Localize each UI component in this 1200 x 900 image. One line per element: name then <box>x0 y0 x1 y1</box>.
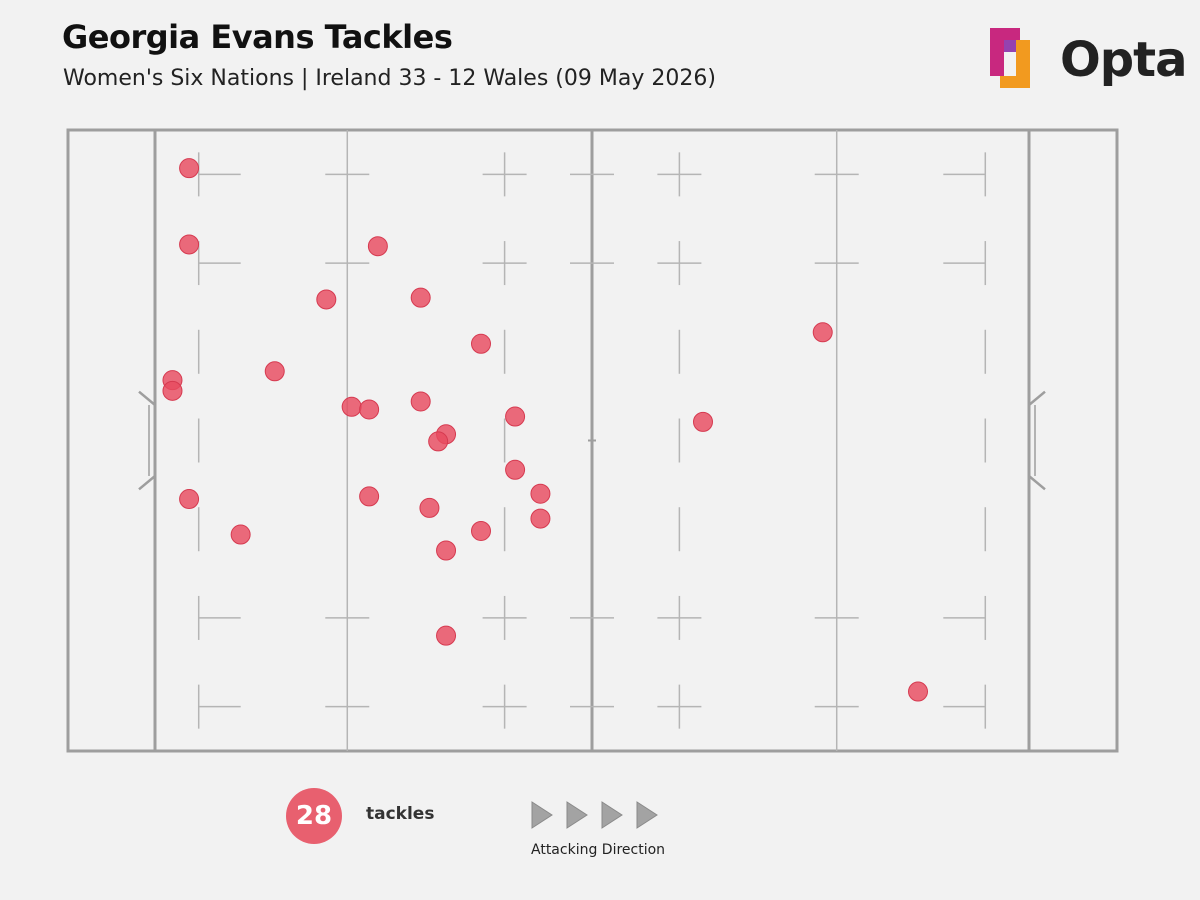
tackle-point <box>505 406 526 427</box>
tackle-point <box>162 380 183 401</box>
tackle-point <box>359 399 380 420</box>
tackle-point <box>530 508 551 529</box>
pitch-line <box>1028 475 1046 491</box>
chart-title: Georgia Evans Tackles <box>62 18 453 56</box>
tackle-point <box>428 431 449 452</box>
attacking-direction-arrows <box>531 801 658 829</box>
tackle-point <box>316 289 337 310</box>
tackle-point <box>471 333 492 354</box>
tackle-point <box>341 396 362 417</box>
tackle-point <box>367 236 388 257</box>
pitch-lines <box>66 128 1119 753</box>
tackle-point <box>264 361 285 382</box>
chart-subtitle: Women's Six Nations | Ireland 33 - 12 Wa… <box>63 66 716 91</box>
arrow-icon <box>636 801 658 829</box>
pitch-line <box>138 475 156 491</box>
tackle-point <box>179 158 200 179</box>
tackle-count-label: tackles <box>366 804 435 824</box>
tackle-point <box>692 411 713 432</box>
tackle-count-badge: 28 <box>286 788 342 844</box>
tackle-point <box>230 524 251 545</box>
tackle-point <box>410 287 431 308</box>
tackle-point <box>179 234 200 255</box>
tackle-point <box>410 391 431 412</box>
tackle-point <box>908 681 929 702</box>
opta-logo-icon <box>990 28 1030 88</box>
tackle-point <box>359 486 380 507</box>
pitch-line <box>1028 390 1046 406</box>
tackle-points <box>162 158 929 702</box>
pitch-line <box>138 390 156 406</box>
tackle-point <box>471 520 492 541</box>
arrow-icon <box>601 801 623 829</box>
arrow-icon <box>531 801 553 829</box>
tackle-point <box>812 322 833 343</box>
tackle-point <box>179 489 200 510</box>
tackle-point <box>505 459 526 480</box>
tackle-point <box>530 483 551 504</box>
tackle-point <box>436 540 457 561</box>
rugby-pitch-chart <box>66 128 1119 753</box>
opta-logo-text: Opta <box>1060 32 1187 88</box>
tackle-point <box>419 497 440 518</box>
tackle-point <box>436 625 457 646</box>
attacking-direction-label: Attacking Direction <box>531 842 666 858</box>
arrow-icon <box>566 801 588 829</box>
